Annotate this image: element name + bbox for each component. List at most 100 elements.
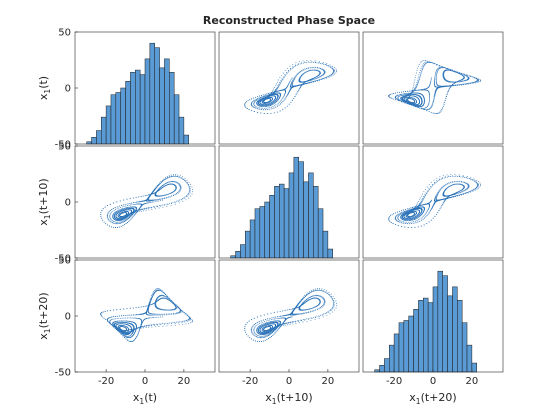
scatter-point [118,221,120,223]
scatter-point [435,75,437,77]
scatter-point [257,98,259,100]
scatter-point [423,224,425,226]
scatter-point [423,107,425,109]
scatter-point [114,223,116,225]
scatter-point [412,92,413,94]
scatter-point [112,210,114,212]
scatter-point [468,191,470,193]
scatter-point [274,105,275,107]
scatter-point [331,73,333,75]
scatter-point [120,219,122,221]
hist-bar-0-11 [139,74,146,145]
scatter-point [175,174,177,176]
scatter-point [270,94,272,96]
scatter-point [171,192,173,194]
scatter-point [441,65,442,67]
scatter-point [165,178,166,180]
scatter-point [275,92,277,94]
scatter-point [105,223,107,224]
hist-bar-0-3 [101,116,107,145]
scatter-point [141,200,143,202]
scatter-point [453,84,455,86]
scatter-point [446,85,448,87]
scatter-point [314,69,316,71]
scatter-point [309,79,311,81]
scatter-point [397,92,398,94]
scatter-point [122,220,124,222]
y-tick-label: -50 [55,140,71,151]
scatter-point [282,101,284,103]
scatter-point [431,104,433,106]
scatter-point [282,97,284,99]
scatter-point [459,84,461,86]
scatter-point [319,63,321,64]
scatter-point [160,200,162,202]
scatter-point [420,204,422,206]
scatter-point [160,195,162,197]
scatter-point [324,71,326,72]
scatter-point [157,199,158,201]
scatter-point [299,84,300,86]
scatter-point [451,84,453,86]
scatter-point [389,220,391,222]
scatter-point [462,80,464,82]
scatter-point [308,79,310,81]
scatter-point [118,220,119,222]
scatter-point [391,214,393,216]
scatter-point [263,96,265,98]
scatter-point [160,205,162,206]
scatter-point [286,105,288,107]
hist-bar-0-19 [178,116,185,145]
scatter-point [415,92,417,94]
scatter-point [266,104,268,105]
scatter-point [411,207,413,208]
scatter-point [319,79,321,81]
scatter-point [430,111,432,113]
scatter-point [423,60,425,62]
scatter-point [428,221,430,223]
scatter-point [270,94,272,96]
scatter-point [426,60,428,62]
scatter-point [421,66,423,68]
scatter-point [184,196,186,198]
scatter-point [329,75,330,77]
scatter-point [416,89,418,91]
scatter-point [160,198,162,200]
scatter-point [280,81,282,83]
scatter-point [115,211,117,213]
scatter-point [119,221,121,223]
scatter-point [422,108,424,110]
scatter-point [434,74,436,76]
scatter-point [418,79,420,81]
scatter-point [169,181,171,182]
scatter-point [178,202,180,204]
scatter-point [282,78,284,80]
scatter-point [325,64,327,65]
scatter-point [401,210,402,212]
scatter-point [267,104,269,106]
scatter-point [397,99,399,101]
scatter-point [151,201,153,203]
scatter-point [301,70,302,72]
scatter-point [414,77,416,79]
scatter-point [188,186,190,188]
scatter-point [410,95,412,97]
scatter-point [434,78,436,80]
scatter-point [172,191,174,193]
hist-bar-0-6 [115,92,121,145]
scatter-point [298,61,300,63]
scatter-point [121,220,123,222]
scatter-point [453,175,455,177]
scatter-point [270,92,272,94]
scatter-point [426,211,428,213]
scatter-point [282,109,284,110]
scatter-point [459,80,461,82]
scatter-point [299,86,301,88]
scatter-point [328,65,330,67]
scatter-point [118,226,120,228]
hist-bar-1-7 [264,201,270,259]
scatter-point [128,217,130,219]
scatter-point [177,176,179,178]
scatter-point [414,79,416,81]
scatter-point [398,94,400,96]
